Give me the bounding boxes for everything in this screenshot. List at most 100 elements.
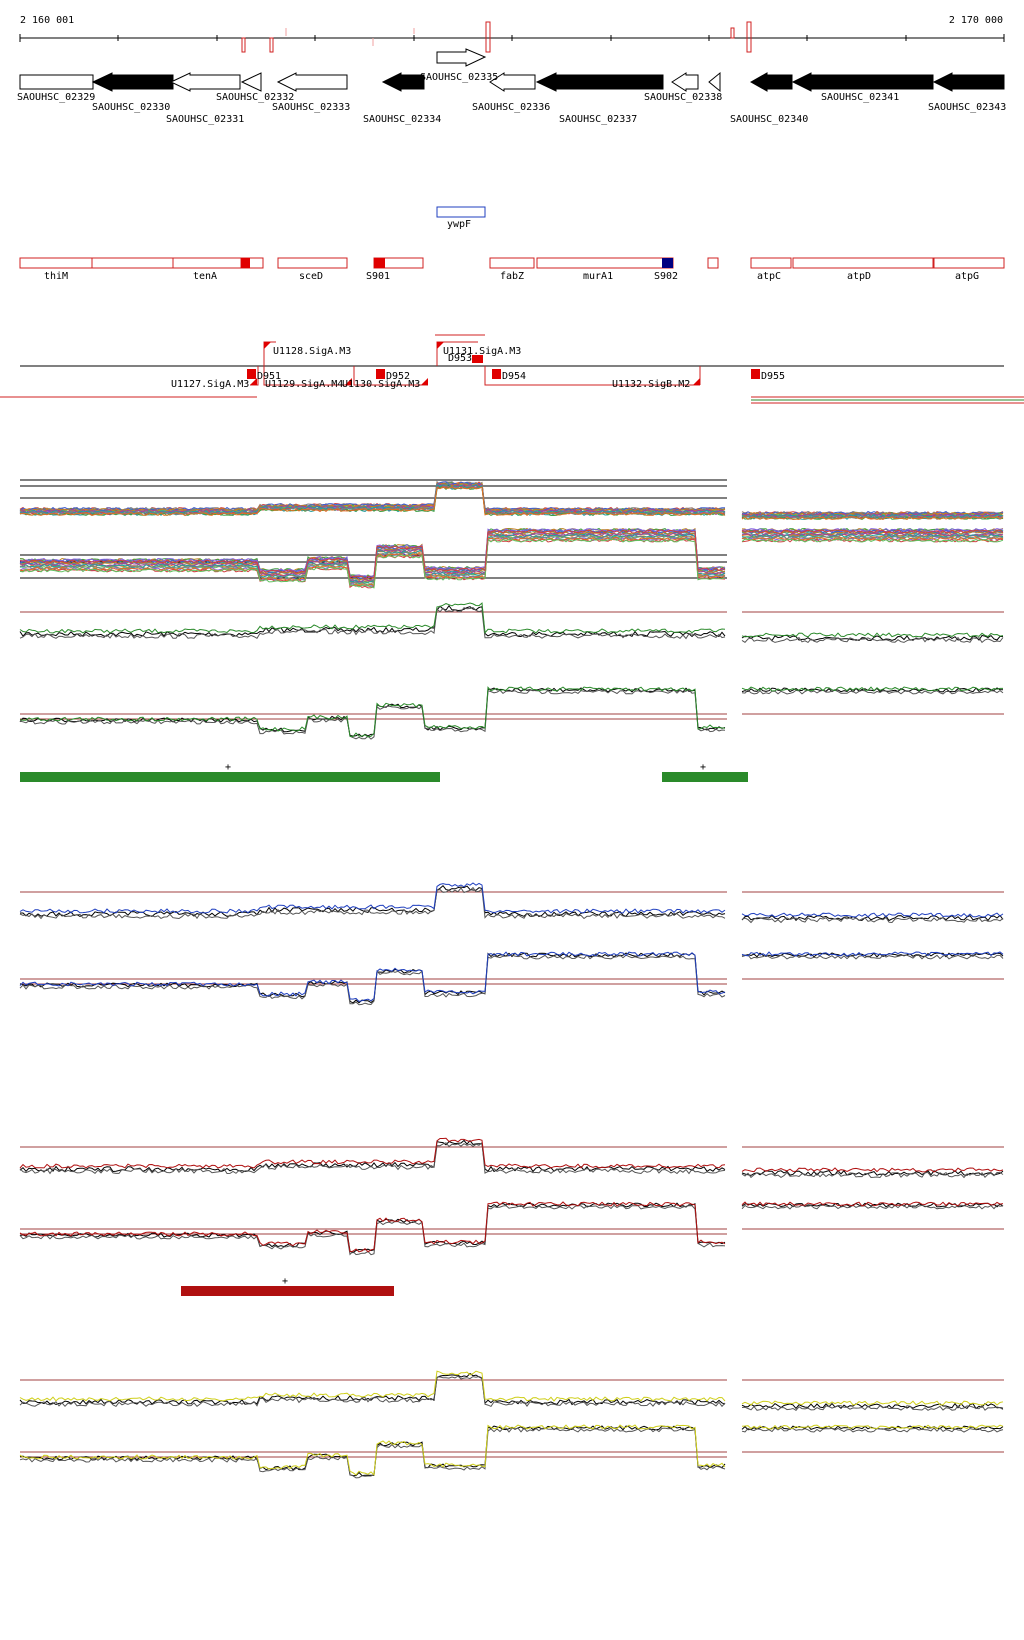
annotation-label: murA1 [583,271,613,282]
annotation-label: atpG [955,271,979,282]
gene-arrow[interactable] [381,72,425,92]
annotation-box[interactable] [19,257,93,269]
trace-reference [19,1425,1004,1477]
expression-profile-yellow [19,1370,1004,1479]
gene-label: SAOUHSC_02332 [216,92,294,103]
trace-condition [19,486,1004,521]
regulatory-track: U1128.SigA.M3 U1131.SigA.M3 U1127.SigA.M… [0,334,1024,404]
gene-arrow[interactable] [535,72,664,92]
annotation-box[interactable] [933,257,1005,269]
annotation-box[interactable] [172,257,242,269]
trace-reference [19,607,1004,644]
terminator-label: D955 [761,371,785,382]
trace-blue [19,882,1004,918]
annotation-label: S902 [654,271,678,282]
gene-arrow[interactable] [932,72,1005,92]
annotation-box[interactable] [277,257,348,269]
gene-label: SAOUHSC_02335 [420,72,498,83]
trace-reference [19,687,1004,738]
promoter-label: U1131.SigA.M3 [443,346,521,357]
gene-track: SAOUHSC_02329 SAOUHSC_02330 SAOUHSC_0233… [17,48,1006,125]
trace-condition [19,530,1004,581]
annotation-label: atpC [757,271,781,282]
annotation-label: ywpF [447,219,471,230]
annotation-box[interactable] [91,257,174,269]
promoter-label: U1127.SigA.M3 [171,379,249,390]
segment-bar-green[interactable] [20,772,440,782]
trace-reference [19,1202,1004,1254]
gene-arrow[interactable] [436,48,487,67]
terminator-mark[interactable] [751,369,760,379]
trace-reference [20,884,1004,922]
annotation-track: ywpF thiM tenA sceD S901 fabZ murA1 S902… [19,206,1005,282]
gene-label: SAOUHSC_02336 [472,102,550,113]
trace-reference [19,1375,1004,1411]
promoter-label: U1128.SigA.M3 [273,346,351,357]
coordinate-ruler: 2 160 001 2 170 000 [19,15,1005,53]
gene-arrow[interactable] [708,71,721,93]
gene-arrow[interactable] [240,72,262,92]
gene-arrow[interactable] [671,72,699,92]
expression-profile-all-conditions [19,479,1004,589]
segment-mark: + [282,1276,288,1287]
annotation-label: atpD [847,271,871,282]
annotation-label: tenA [193,271,217,282]
trace-yellow [19,1424,1004,1476]
gene-arrow[interactable] [489,72,536,92]
expression-profile-blue [19,882,1004,1006]
terminator-mark[interactable] [492,369,501,379]
terminator-label: D954 [502,371,526,382]
trace-condition [19,538,1004,589]
gene-arrow[interactable] [276,72,348,92]
gene-label: SAOUHSC_02329 [17,92,95,103]
annotation-box[interactable] [489,257,535,269]
terminator-mark[interactable] [376,369,385,379]
trace-reference [19,689,1004,740]
annotation-box[interactable] [750,257,792,269]
segment-bar-green[interactable] [662,772,748,782]
trace-condition [19,529,1004,580]
expression-profile-red [19,1137,1004,1256]
gene-arrow[interactable] [791,72,934,92]
annotation-box[interactable] [436,206,486,218]
gene-label: SAOUHSC_02343 [928,102,1006,113]
trace-reference [19,1204,1004,1256]
promoter-label: U1132.SigB.M2 [612,379,690,390]
segment-mark: + [700,762,706,773]
trace-reference [19,1427,1004,1479]
promoter-label: U1130.SigA.M3 [342,379,420,390]
ruler-end-label: 2 170 000 [949,15,1003,26]
gene-arrow[interactable] [169,72,241,92]
ruler-start-label: 2 160 001 [20,15,74,26]
trace-blue [19,951,1004,1002]
segment-bar-red[interactable] [181,1286,394,1296]
annotation-label: S901 [366,271,390,282]
annotation-label: sceD [299,271,323,282]
segment-bars: + + + [20,762,748,1296]
gene-label: SAOUHSC_02341 [821,92,899,103]
terminator-mark[interactable] [247,369,256,379]
gene-label: SAOUHSC_02338 [644,92,722,103]
trace-reference [19,954,1004,1006]
trace-reference [19,886,1004,924]
trace-green [19,686,1003,738]
gene-label: SAOUHSC_02333 [272,102,350,113]
annotation-label: thiM [44,271,68,282]
gene-arrow[interactable] [91,72,174,92]
annotation-box[interactable] [707,257,719,269]
expression-profile-green [19,602,1004,740]
gene-arrow[interactable] [749,72,793,92]
annotation-box[interactable] [792,257,934,269]
trace-condition [19,536,1004,587]
terminator-label: D951 [257,371,281,382]
gene-label: SAOUHSC_02334 [363,114,441,125]
trace-condition [20,535,1004,586]
terminator-mark[interactable] [472,355,483,363]
gene-arrow[interactable] [19,74,94,90]
trace-yellow [19,1370,1004,1406]
segment-mark: + [225,762,231,773]
trace-red [19,1201,1004,1253]
gene-label: SAOUHSC_02330 [92,102,170,113]
annotation-box[interactable] [536,257,674,269]
